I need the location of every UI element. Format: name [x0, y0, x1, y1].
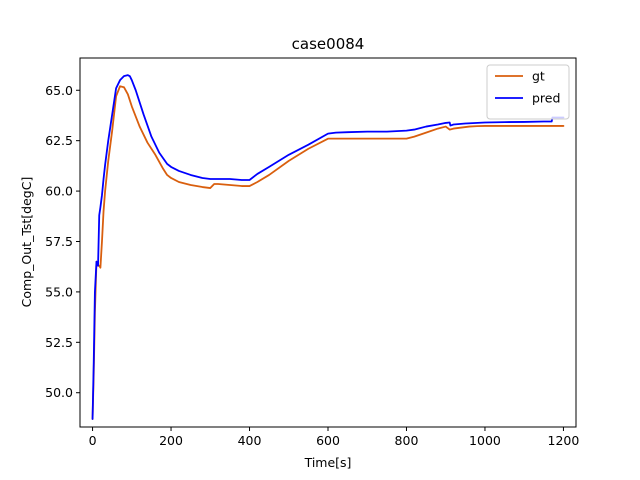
series-layer — [91, 74, 565, 420]
legend-label-pred: pred — [532, 91, 560, 106]
y-axis-label: Comp_Out_Tst[degC] — [19, 177, 34, 308]
x-tick-label: 800 — [395, 433, 419, 448]
x-axis-label: Time[s] — [304, 455, 352, 470]
y-tick-label: 62.5 — [45, 133, 73, 148]
series-line-gt — [91, 85, 565, 420]
y-axis: 50.0 52.5 55.0 57.5 60.0 62.5 65.0 — [45, 83, 80, 400]
x-tick-label: 1200 — [548, 433, 580, 448]
x-tick-label: 200 — [159, 433, 183, 448]
x-tick-label: 0 — [89, 433, 97, 448]
y-tick-label: 57.5 — [45, 234, 73, 249]
x-tick-label: 1000 — [469, 433, 501, 448]
y-tick-label: 65.0 — [45, 83, 73, 98]
legend-label-gt: gt — [532, 69, 545, 84]
legend: gt pred — [486, 64, 570, 120]
series-line-pred — [91, 74, 565, 420]
chart-title: case0084 — [292, 35, 365, 53]
y-tick-label: 55.0 — [45, 284, 73, 299]
y-tick-label: 60.0 — [45, 184, 73, 199]
y-tick-label: 50.0 — [45, 385, 73, 400]
legend-box — [486, 64, 570, 120]
y-tick-label: 52.5 — [45, 335, 73, 350]
x-tick-label: 600 — [316, 433, 340, 448]
x-tick-label: 400 — [238, 433, 262, 448]
x-axis: 0 200 400 600 800 1000 1200 — [89, 427, 580, 448]
